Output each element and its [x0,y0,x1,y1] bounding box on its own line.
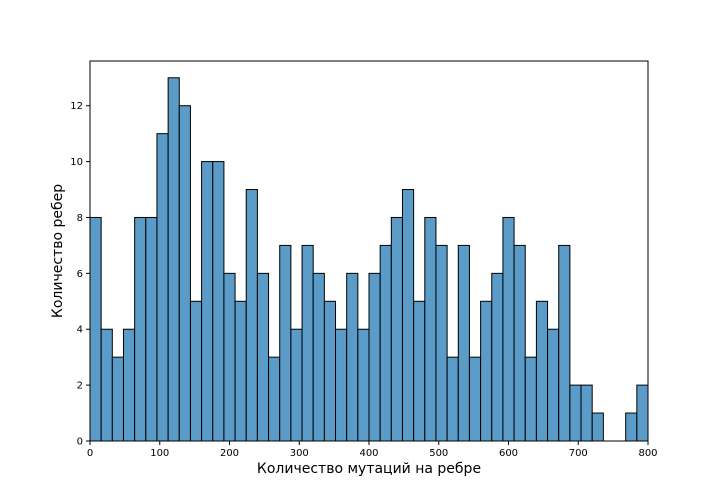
histogram-bar [357,328,370,442]
histogram-bar [189,300,203,442]
bars-group [89,77,649,442]
histogram-bar [413,300,426,442]
histogram-bar [424,216,437,442]
histogram-bar [491,272,504,442]
histogram-bar [446,356,459,442]
histogram-bar [212,161,225,442]
x-axis-label: Количество мутаций на ребре [257,461,481,477]
histogram-bar [145,216,158,442]
x-tick-label: 600 [499,448,518,459]
histogram-bar [401,189,415,442]
histogram-bar [435,244,448,442]
histogram-bar [513,244,526,442]
histogram-bar [156,133,169,442]
histogram-bar [547,328,560,442]
y-tick-label: 4 [77,325,83,336]
histogram-bar [323,300,337,442]
y-tick-label: 12 [70,101,83,112]
histogram-bar [625,412,638,442]
histogram-bar [368,272,381,442]
x-tick-label: 0 [87,448,93,459]
histogram-bar [245,189,258,442]
histogram-bar [335,328,348,442]
y-tick-label: 8 [77,213,83,224]
histogram-bar [256,272,270,442]
histogram-bar [379,244,392,442]
y-tick-label: 2 [77,381,83,392]
histogram-bar [468,356,482,442]
x-axis: 0 100 200 300 400 500 600 700 800 [87,441,658,459]
histogram-bar [558,244,571,442]
histogram-bar [279,244,292,442]
histogram-bar [201,161,214,442]
x-tick-label: 100 [150,448,169,459]
histogram-bar [234,300,247,442]
histogram-bar [89,216,102,442]
histogram-bar [591,412,604,442]
y-axis-label: Количество ребер [50,184,66,318]
histogram-bar [167,77,180,442]
x-tick-label: 500 [429,448,448,459]
y-tick-label: 10 [70,157,83,168]
histogram-bar [134,216,147,442]
histogram-bar [346,272,359,442]
histogram-bar [290,328,303,442]
y-tick-label: 0 [77,437,83,448]
histogram-bar [502,216,515,442]
x-tick-label: 400 [359,448,378,459]
histogram-bar [312,272,325,442]
histogram-bar [178,105,191,442]
y-tick-label: 6 [77,269,83,280]
histogram-bar [636,384,649,442]
histogram-bar [535,300,549,442]
y-axis: 0 2 4 6 8 10 12 [70,101,90,448]
histogram-bar [100,328,113,442]
x-tick-label: 300 [290,448,309,459]
x-tick-label: 200 [220,448,239,459]
histogram-bar [480,300,493,442]
histogram-bar [268,356,281,442]
histogram-bar [122,328,136,442]
x-tick-label: 800 [638,448,657,459]
histogram-bar [390,216,403,442]
histogram-bar [569,384,582,442]
histogram-bar [580,384,593,442]
histogram-bar [111,356,124,442]
histogram-bar [457,244,470,442]
histogram-bar [223,272,236,442]
histogram-bar [301,244,314,442]
histogram-bar [524,356,537,442]
x-tick-label: 700 [569,448,588,459]
